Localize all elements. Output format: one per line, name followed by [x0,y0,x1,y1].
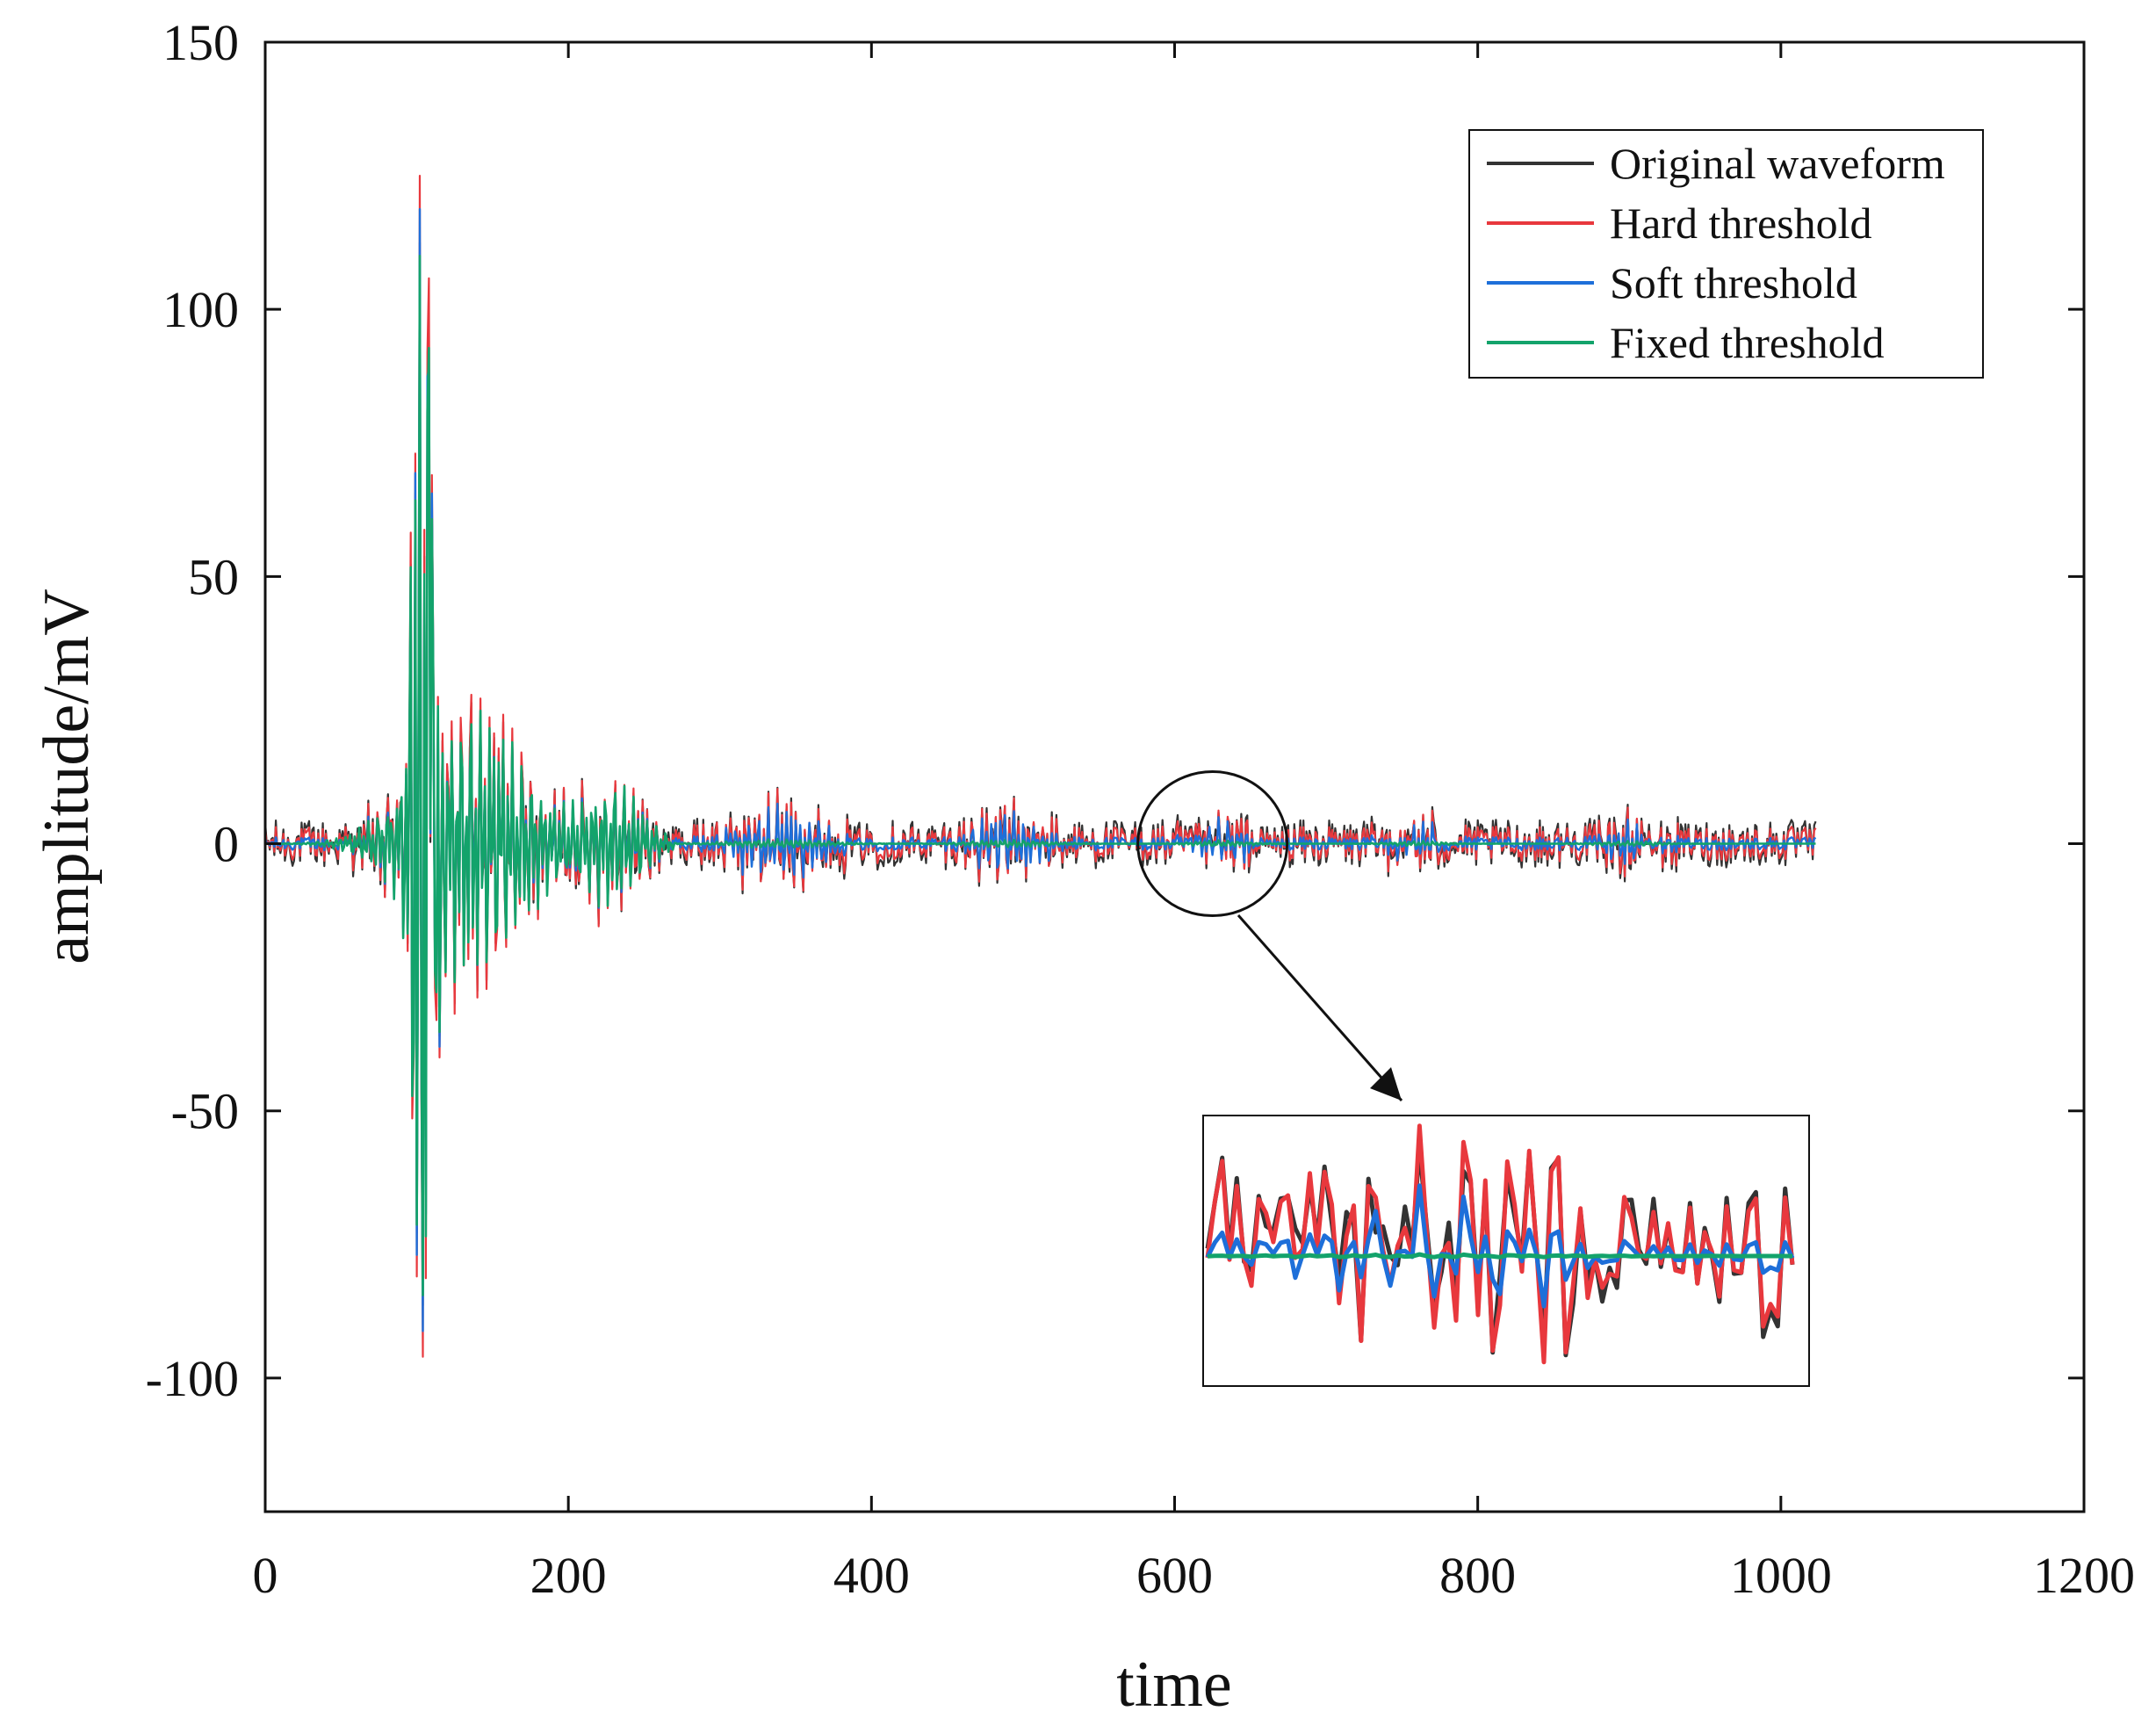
y-axis-title: amplitude/mV [31,588,103,964]
y-tick-label: -50 [171,1083,239,1140]
plot-lines [263,175,1817,1358]
x-tick-label: 800 [1439,1547,1516,1604]
x-tick-label: 1000 [1730,1547,1832,1604]
y-tick-label: 50 [188,548,239,605]
x-axis-title: time [1116,1649,1232,1721]
x-tick-label: 1200 [2033,1547,2135,1604]
y-axis-ticks: -100 -50 0 50 100 150 [146,14,2084,1407]
zoom-circle [1136,770,1289,918]
legend-label-fixed: Fixed threshold [1610,318,1884,367]
x-axis-ticks: 0 200 400 600 800 1000 1200 [253,42,2135,1604]
x-tick-label: 0 [253,1547,278,1604]
y-tick-label: 100 [162,281,239,338]
y-tick-label: -100 [146,1350,239,1407]
x-tick-label: 400 [833,1547,910,1604]
x-tick-label: 600 [1136,1547,1213,1604]
zoom-arrow-line [1237,914,1403,1101]
inset-series-fixed-threshold [1207,1252,1792,1260]
y-tick-label: 0 [213,816,239,873]
legend-label-soft: Soft threshold [1610,258,1857,307]
zoom-annotation [1136,770,1403,1101]
y-tick-label: 150 [162,14,239,71]
series-fixed-threshold [264,255,1816,1296]
legend: Original waveform Hard threshold Soft th… [1468,129,1984,379]
legend-box [1468,129,1984,379]
zoom-inset [1202,1115,1810,1387]
legend-label-original: Original waveform [1610,139,1945,188]
legend-label-hard: Hard threshold [1610,199,1872,248]
zoom-arrow-head [1370,1067,1402,1101]
x-tick-label: 200 [530,1547,607,1604]
